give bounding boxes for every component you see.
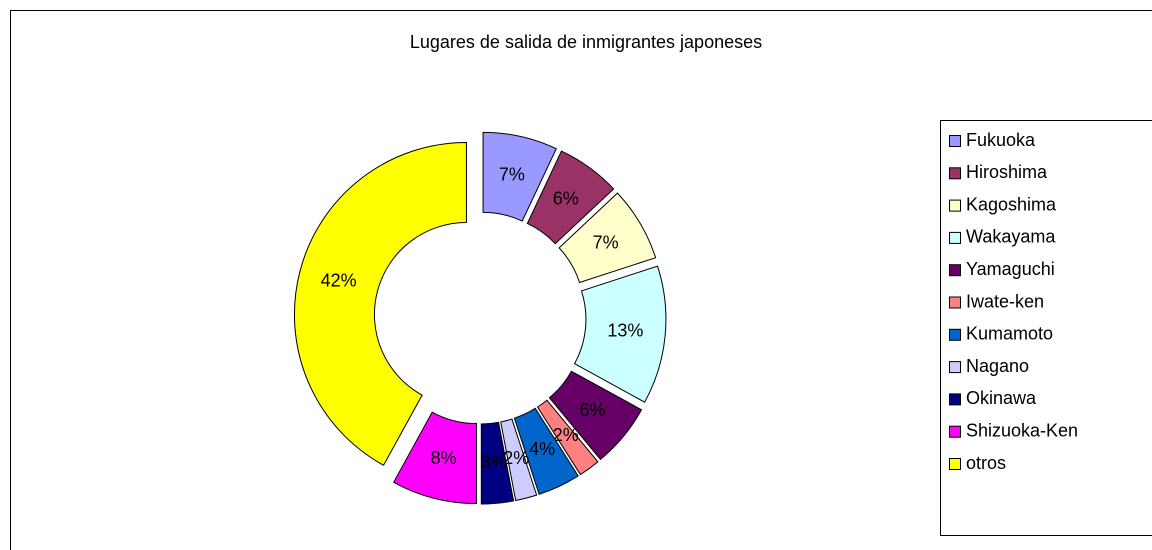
data-label: 13% xyxy=(607,320,643,340)
donut-slice xyxy=(513,407,579,495)
data-label: 8% xyxy=(431,448,457,468)
donut-slice xyxy=(526,150,615,245)
legend-swatch xyxy=(949,361,961,374)
legend-label: otros xyxy=(966,453,1006,473)
legend-label: Okinawa xyxy=(966,388,1037,408)
donut-slice xyxy=(392,411,478,505)
data-label: 2% xyxy=(553,425,579,445)
legend-label: Kumamoto xyxy=(966,324,1053,344)
donut-slice xyxy=(558,192,657,284)
legend-label: Shizuoka-Ken xyxy=(966,420,1078,440)
donut-slice xyxy=(482,131,557,222)
legend-swatch xyxy=(949,199,961,212)
data-label: 6% xyxy=(579,400,605,420)
donut-slice xyxy=(480,421,515,505)
legend xyxy=(940,120,1152,536)
data-label: 6% xyxy=(553,189,579,209)
legend-label: Nagano xyxy=(966,356,1029,376)
legend-label: Yamaguchi xyxy=(966,259,1055,279)
donut-slice xyxy=(293,142,467,466)
donut-slice xyxy=(573,265,667,403)
data-label: 42% xyxy=(321,270,357,290)
legend-swatch xyxy=(949,458,961,470)
donut-slice xyxy=(548,370,643,461)
legend-swatch xyxy=(949,296,961,309)
data-label: 7% xyxy=(499,164,525,184)
legend-swatch xyxy=(949,264,961,277)
donut-slice xyxy=(536,399,599,476)
legend-label: Iwate-ken xyxy=(966,291,1044,311)
legend-swatch xyxy=(949,393,961,406)
data-label: 4% xyxy=(529,439,555,459)
legend-label: Fukuoka xyxy=(966,130,1036,150)
chart-title: Lugares de salida de inmigrantes japones… xyxy=(410,32,762,52)
legend-label: Wakayama xyxy=(966,227,1056,247)
donut-slice xyxy=(500,418,538,502)
data-label: 3% xyxy=(481,452,507,472)
legend-swatch xyxy=(949,167,961,180)
data-label: 2% xyxy=(503,448,529,468)
legend-swatch xyxy=(949,328,961,341)
legend-swatch xyxy=(949,231,961,244)
legend-label: Kagoshima xyxy=(966,194,1057,214)
legend-label: Hiroshima xyxy=(966,162,1048,182)
legend-swatch xyxy=(949,135,961,147)
legend-swatch xyxy=(949,425,961,438)
data-label: 7% xyxy=(593,232,619,252)
